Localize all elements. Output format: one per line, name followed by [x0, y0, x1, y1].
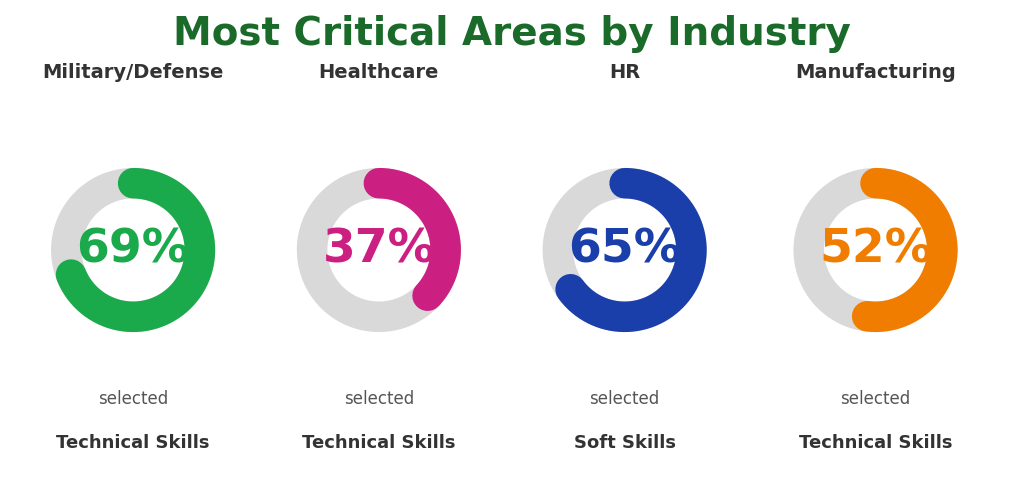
- Text: 65%: 65%: [568, 228, 681, 272]
- Text: 69%: 69%: [77, 228, 189, 272]
- Text: selected: selected: [590, 390, 659, 407]
- Text: Military/Defense: Military/Defense: [42, 62, 224, 82]
- Text: HR: HR: [609, 62, 640, 82]
- Text: Healthcare: Healthcare: [318, 62, 439, 82]
- Text: Manufacturing: Manufacturing: [796, 62, 955, 82]
- Text: selected: selected: [841, 390, 910, 407]
- Text: Technical Skills: Technical Skills: [302, 434, 456, 452]
- Text: selected: selected: [98, 390, 168, 407]
- Text: 37%: 37%: [323, 228, 435, 272]
- Text: Technical Skills: Technical Skills: [799, 434, 952, 452]
- Text: 52%: 52%: [819, 228, 932, 272]
- Text: Technical Skills: Technical Skills: [56, 434, 210, 452]
- Text: Soft Skills: Soft Skills: [573, 434, 676, 452]
- Text: Most Critical Areas by Industry: Most Critical Areas by Industry: [173, 15, 851, 53]
- Text: selected: selected: [344, 390, 414, 407]
